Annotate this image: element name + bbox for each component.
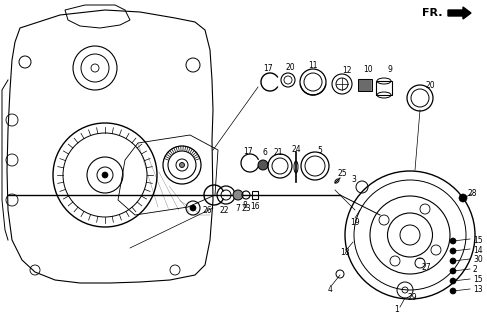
Text: 25: 25 (337, 169, 347, 178)
Circle shape (190, 205, 196, 211)
Text: 17: 17 (243, 147, 253, 156)
Circle shape (450, 258, 456, 264)
Circle shape (450, 238, 456, 244)
Bar (376, 81, 392, 95)
Circle shape (450, 288, 456, 294)
Ellipse shape (180, 163, 185, 167)
Text: 2: 2 (473, 266, 478, 275)
Text: 15: 15 (473, 236, 483, 244)
Text: 20: 20 (285, 62, 295, 71)
Text: 26: 26 (202, 205, 212, 214)
Circle shape (459, 194, 467, 202)
Polygon shape (448, 7, 471, 19)
Text: 8: 8 (243, 201, 247, 210)
Text: 24: 24 (291, 145, 301, 154)
Text: 16: 16 (250, 202, 260, 211)
Circle shape (233, 190, 243, 200)
Circle shape (450, 268, 456, 274)
Text: 7: 7 (236, 204, 241, 212)
Text: 17: 17 (263, 63, 273, 73)
Text: 20: 20 (425, 81, 435, 90)
Text: 11: 11 (308, 60, 318, 69)
Text: 5: 5 (318, 146, 322, 155)
Text: 22: 22 (219, 205, 229, 214)
Bar (358, 79, 372, 91)
Text: 28: 28 (467, 188, 477, 197)
Text: 12: 12 (342, 66, 352, 75)
Text: 3: 3 (352, 174, 356, 183)
Text: 1: 1 (394, 306, 399, 315)
Text: FR.: FR. (422, 8, 442, 18)
Circle shape (450, 278, 456, 284)
Circle shape (450, 248, 456, 254)
Text: 4: 4 (328, 285, 333, 294)
Text: 14: 14 (473, 245, 483, 254)
Text: 21: 21 (273, 148, 283, 156)
Text: 30: 30 (473, 255, 483, 265)
Circle shape (102, 172, 108, 178)
Text: 18: 18 (340, 247, 350, 257)
Circle shape (258, 160, 268, 170)
Text: 15: 15 (473, 276, 483, 284)
Text: 6: 6 (262, 148, 267, 156)
Bar (252, 191, 258, 199)
Text: 19: 19 (350, 218, 360, 227)
Text: 29: 29 (407, 292, 417, 301)
Text: 10: 10 (363, 65, 373, 74)
Text: 27: 27 (421, 262, 431, 271)
Text: 23: 23 (241, 204, 251, 212)
Text: 13: 13 (473, 285, 483, 294)
Text: 9: 9 (388, 65, 393, 74)
